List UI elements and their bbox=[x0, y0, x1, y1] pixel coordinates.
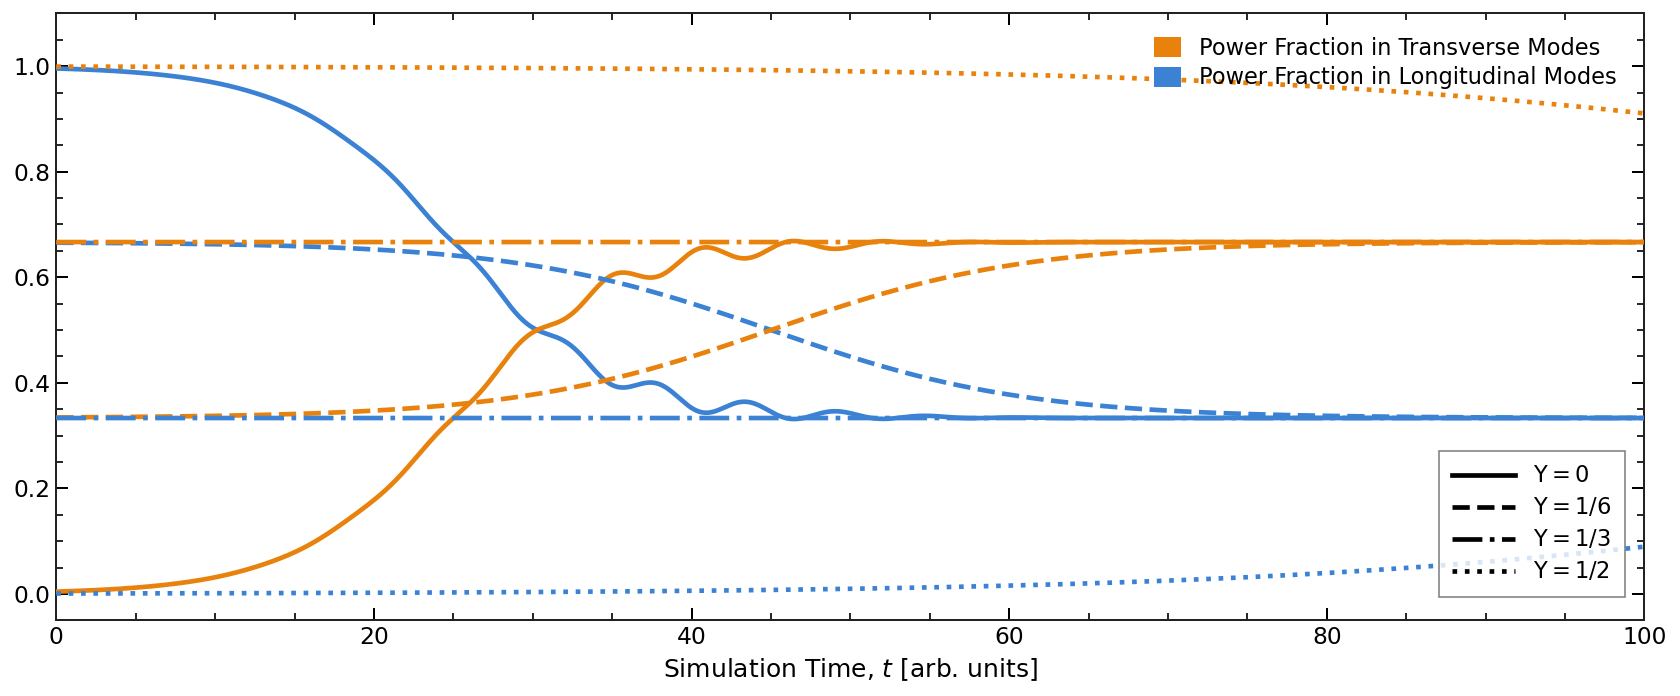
X-axis label: Simulation Time, $t$ [arb. units]: Simulation Time, $t$ [arb. units] bbox=[664, 656, 1038, 683]
Legend: $\Upsilon = 0$, $\Upsilon = 1/6$, $\Upsilon = 1/3$, $\Upsilon = 1/2$: $\Upsilon = 0$, $\Upsilon = 1/6$, $\Upsi… bbox=[1440, 451, 1625, 597]
